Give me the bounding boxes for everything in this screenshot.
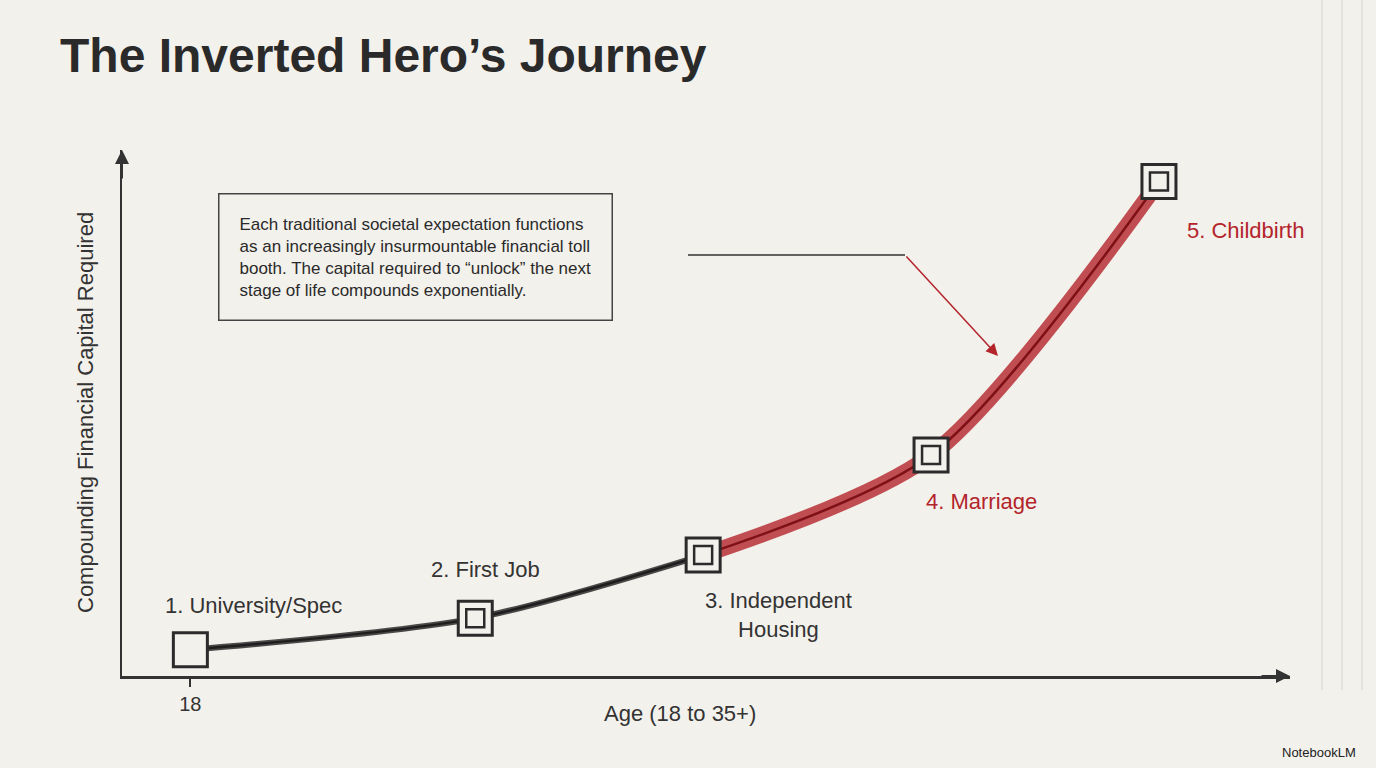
svg-text:Each traditional societal expe: Each traditional societal expectation fu… <box>240 215 592 300</box>
svg-text:NotebookLM: NotebookLM <box>1282 745 1356 760</box>
svg-text:4. Marriage: 4. Marriage <box>926 489 1037 514</box>
svg-text:Compounding Financial Capital: Compounding Financial Capital Required <box>73 212 98 613</box>
svg-text:2. First Job: 2. First Job <box>431 557 540 582</box>
svg-text:Age (18 to 35+): Age (18 to 35+) <box>604 701 756 726</box>
svg-text:5. Childbirth: 5. Childbirth <box>1187 218 1304 243</box>
svg-text:The Inverted Hero’s Journey: The Inverted Hero’s Journey <box>60 29 707 82</box>
svg-text:3. IndependentHousing: 3. IndependentHousing <box>705 588 852 642</box>
svg-text:18: 18 <box>179 693 201 715</box>
svg-text:1. University/Spec: 1. University/Spec <box>165 593 342 618</box>
